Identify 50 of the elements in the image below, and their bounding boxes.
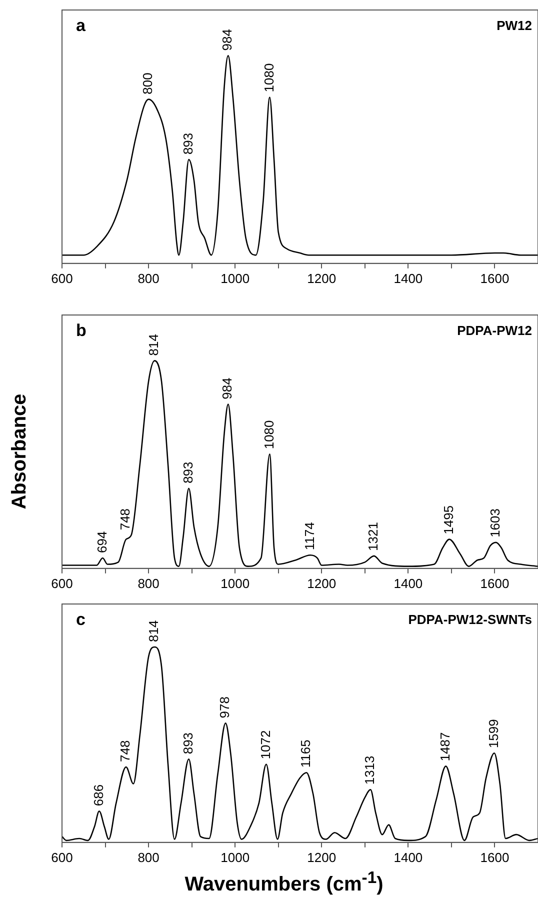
x-tick-label: 1000 bbox=[220, 850, 250, 865]
annotation: 1080 bbox=[261, 63, 276, 92]
x-tick-label: 1200 bbox=[307, 850, 336, 865]
annotation: 1321 bbox=[366, 522, 381, 551]
annotation: 984 bbox=[220, 378, 235, 400]
x-tick-label: 1200 bbox=[307, 270, 336, 286]
text: a bbox=[76, 16, 86, 36]
annotation: 893 bbox=[180, 132, 196, 155]
annotation: 984 bbox=[220, 28, 235, 51]
annotation: 748 bbox=[118, 740, 133, 762]
text: PW12 bbox=[496, 18, 532, 34]
annotation: 814 bbox=[146, 620, 162, 642]
annotation: 1313 bbox=[362, 756, 378, 785]
text: b bbox=[76, 321, 86, 340]
y-axis-title: Absorbance bbox=[8, 392, 32, 512]
x-tick-label: 1000 bbox=[220, 270, 250, 286]
annotation: 686 bbox=[90, 784, 106, 806]
annotation: 748 bbox=[118, 508, 133, 530]
x-tick-label: 800 bbox=[138, 270, 160, 286]
x-tick-label: 1000 bbox=[220, 576, 250, 591]
x-tick-label: 800 bbox=[138, 850, 160, 865]
x-tick-label: 1400 bbox=[394, 270, 423, 286]
x-tick-label: 600 bbox=[51, 850, 73, 865]
annotation: 1603 bbox=[488, 508, 503, 538]
x-tick-label: 1600 bbox=[480, 850, 510, 865]
annotation: 1080 bbox=[261, 420, 276, 450]
annotation: 978 bbox=[217, 696, 232, 718]
x-tick-label: 600 bbox=[51, 270, 73, 286]
annotation: 893 bbox=[180, 462, 196, 484]
annotation: 814 bbox=[146, 334, 162, 356]
annotation: 1599 bbox=[486, 719, 501, 748]
x-tick-label: 1600 bbox=[480, 576, 510, 591]
x-tick-label: 800 bbox=[138, 576, 160, 591]
text: c bbox=[76, 610, 86, 630]
annotation: 1487 bbox=[437, 732, 452, 762]
annotation: 893 bbox=[180, 732, 196, 754]
text: PDPA-PW12 bbox=[457, 323, 532, 338]
annotation: 694 bbox=[94, 531, 110, 554]
x-axis-title: Wavenumbers (cm$^{-1}$) bbox=[184, 868, 384, 897]
x-tick-label: 1400 bbox=[394, 850, 423, 865]
annotation: 800 bbox=[140, 72, 156, 94]
x-tick-label: 600 bbox=[51, 576, 73, 591]
x-tick-label: 1200 bbox=[307, 576, 336, 591]
annotation: 1174 bbox=[302, 522, 317, 550]
x-tick-label: 1600 bbox=[480, 270, 510, 286]
annotation: 1495 bbox=[440, 505, 456, 534]
annotation: 1165 bbox=[298, 740, 314, 768]
annotation: 1072 bbox=[258, 730, 273, 760]
text: PDPA-PW12-SWNTs bbox=[408, 612, 532, 628]
x-tick-label: 1400 bbox=[394, 576, 423, 591]
